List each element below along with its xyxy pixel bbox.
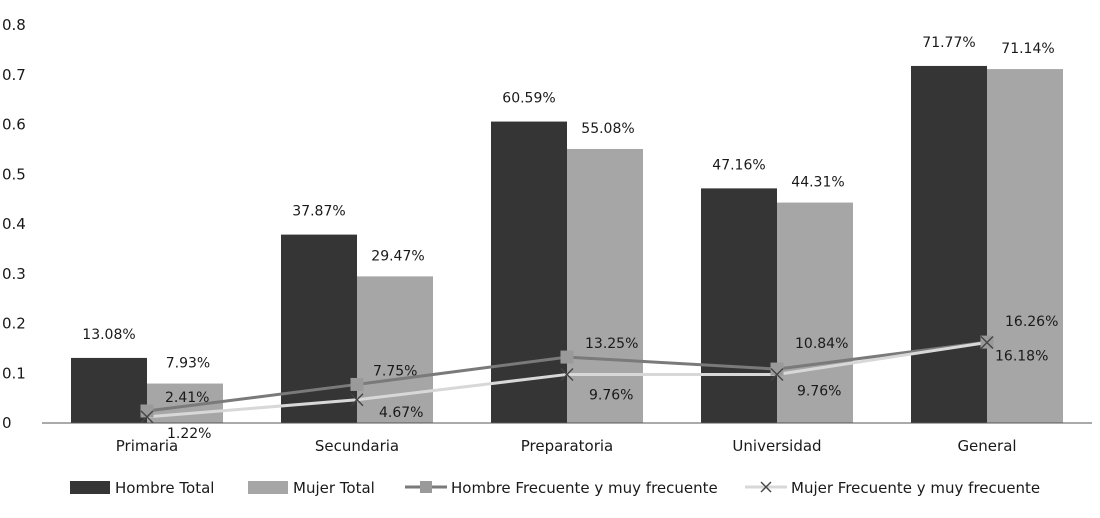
bars — [71, 65, 1063, 424]
bar-data-label: 60.59% — [502, 91, 555, 107]
bar-data-label: 7.93% — [166, 356, 210, 372]
bar — [71, 357, 147, 423]
x-marker-stroke — [770, 367, 784, 381]
x-marker-stroke — [980, 336, 994, 349]
line-data-label: 2.41% — [165, 390, 209, 406]
square-marker — [770, 362, 784, 376]
y-tick-label: 0 — [2, 414, 12, 432]
legend-x-marker — [760, 481, 772, 493]
legend-swatch — [248, 481, 288, 494]
line-data-label: 10.84% — [795, 336, 848, 352]
x-axis: Primaria Secundaria Preparatoria Universida… — [42, 422, 1092, 455]
x-marker — [770, 367, 784, 381]
bar-data-label: 47.16% — [712, 157, 765, 173]
x-tick-label: Secundaria — [315, 437, 399, 455]
y-tick-label: 0.3 — [2, 265, 26, 283]
legend-label: Mujer Total — [293, 479, 375, 497]
square-marker — [140, 404, 154, 418]
bar — [357, 276, 433, 423]
y-tick-label: 0.7 — [2, 66, 26, 84]
legend-square-marker — [420, 481, 432, 493]
line-data-label: 16.18% — [995, 349, 1048, 365]
bar — [491, 121, 567, 423]
y-tick-label: 0.4 — [2, 215, 26, 233]
legend: Hombre Total Mujer Total Hombre Frecuente … — [70, 479, 1040, 497]
legend-label: Mujer Frecuente y muy frecuente — [791, 479, 1040, 497]
line-data-label: 9.76% — [797, 383, 841, 399]
y-tick-label: 0.6 — [2, 116, 26, 134]
line-data-label: 4.67% — [379, 405, 423, 421]
data-labels: 13.08% 7.93% 37.87% 29.47% 60.59% 55.08% 47.16… — [82, 35, 1058, 442]
x-tick-label: Universidad — [732, 437, 821, 455]
bar — [911, 65, 987, 424]
y-tick-label: 0.1 — [2, 364, 26, 382]
x-tick-label: Primaria — [116, 437, 178, 455]
legend-swatch — [70, 481, 110, 494]
bar-data-label: 71.77% — [922, 35, 975, 51]
bar-data-label: 29.47% — [371, 248, 424, 264]
line-data-label: 9.76% — [589, 387, 633, 403]
bar-data-label: 71.14% — [1001, 41, 1054, 57]
line-data-label: 7.75% — [373, 363, 417, 379]
y-tick-label: 0.2 — [2, 315, 26, 333]
legend-label: Hombre Total — [115, 479, 214, 497]
line-data-label: 1.22% — [167, 426, 211, 442]
x-marker-stroke — [350, 393, 364, 407]
bar — [777, 202, 853, 423]
lines — [140, 335, 994, 424]
line-data-label: 16.26% — [1005, 314, 1058, 330]
square-marker — [350, 377, 364, 391]
x-tick-label: Preparatoria — [521, 437, 614, 455]
x-tick-label: General — [957, 437, 1016, 455]
bar — [281, 234, 357, 423]
bar — [987, 69, 1063, 424]
x-marker — [980, 336, 994, 349]
square-marker — [560, 350, 574, 364]
x-marker — [350, 393, 364, 407]
x-marker-stroke — [140, 410, 154, 424]
bar — [701, 188, 777, 423]
x-marker — [560, 367, 574, 381]
bar-data-label: 37.87% — [292, 204, 345, 220]
y-tick-label: 0.5 — [2, 165, 26, 183]
bar-data-label: 55.08% — [581, 121, 634, 137]
x-marker — [140, 410, 154, 424]
bar-data-label: 13.08% — [82, 327, 135, 343]
y-tick-label: 0.8 — [2, 16, 26, 34]
y-axis: 0 0.1 0.2 0.3 0.4 0.5 0.6 0.7 0.8 — [2, 16, 26, 432]
x-marker-stroke — [560, 367, 574, 381]
line-data-label: 13.25% — [585, 336, 638, 352]
bar — [567, 148, 643, 424]
bar-data-label: 44.31% — [791, 175, 844, 191]
legend-label: Hombre Frecuente y muy frecuente — [451, 479, 718, 497]
